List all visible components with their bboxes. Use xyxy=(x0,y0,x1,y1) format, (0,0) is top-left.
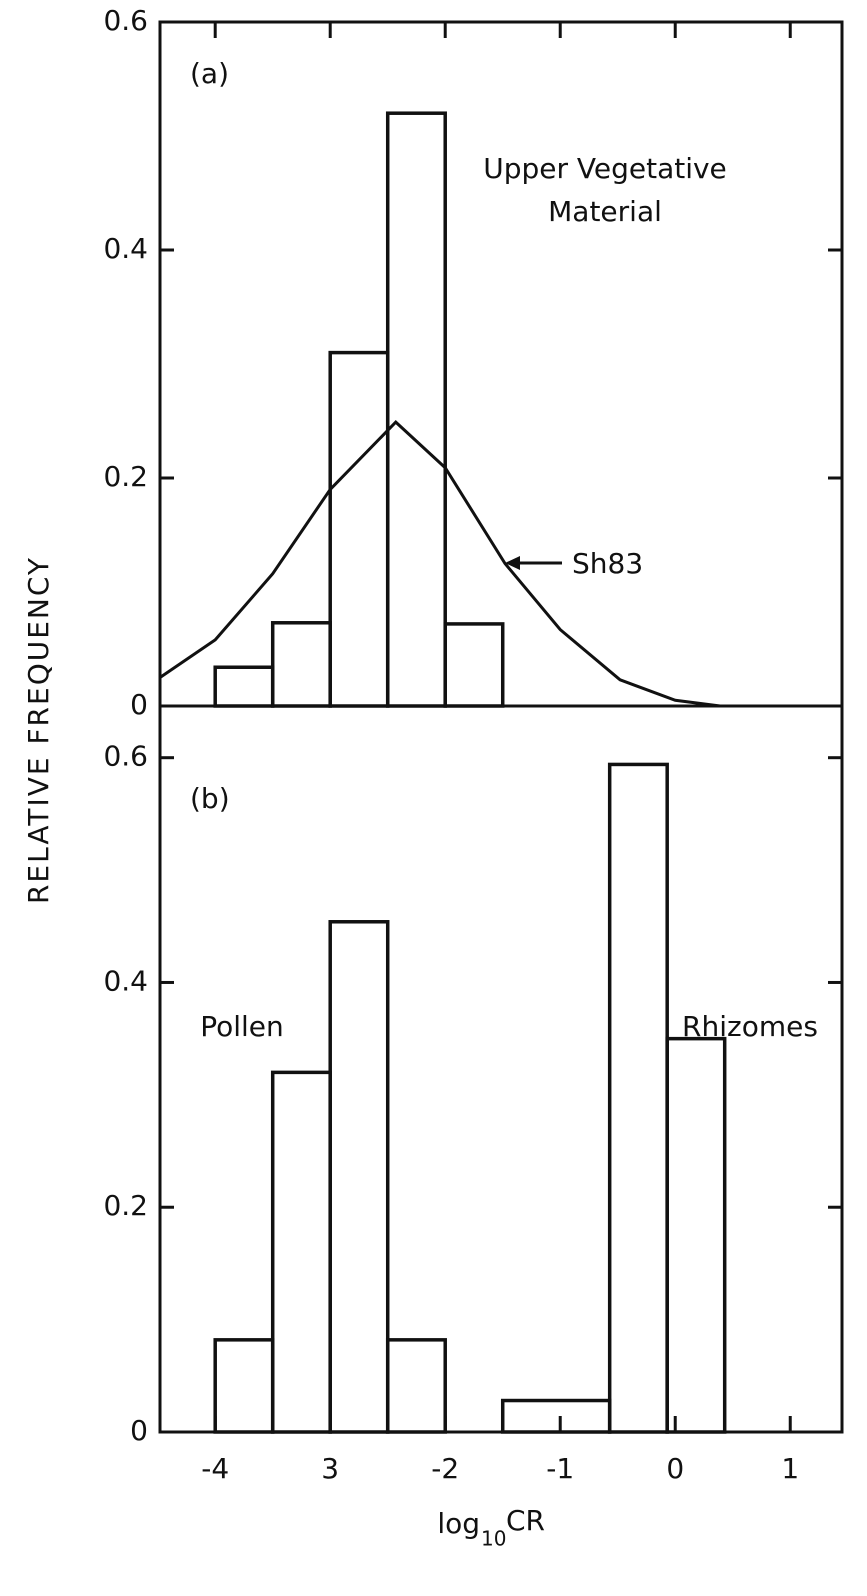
bar xyxy=(665,1036,727,1434)
x-tick-label: -1 xyxy=(546,1452,574,1485)
x-tick-label: 1 xyxy=(781,1452,799,1485)
bar xyxy=(213,665,275,708)
x-axis-label-sub: 10 xyxy=(481,1527,506,1551)
bar xyxy=(385,111,447,708)
y-tick-label: 0.4 xyxy=(103,964,148,997)
x-axis-label: CR xyxy=(506,1504,545,1537)
y-tick-label: 0.2 xyxy=(103,1189,148,1222)
x-tick-label: -2 xyxy=(431,1452,459,1485)
panel-label: (a) xyxy=(190,57,229,90)
bar xyxy=(328,920,390,1434)
bar xyxy=(607,762,669,1434)
x-axis-label: log xyxy=(437,1507,480,1540)
bar xyxy=(213,1338,275,1434)
bar xyxy=(500,1398,612,1434)
x-tick-label: 0 xyxy=(666,1452,684,1485)
arrow-head xyxy=(505,556,520,570)
bar xyxy=(328,350,390,708)
bar xyxy=(270,621,332,708)
x-tick-label: 3 xyxy=(321,1452,339,1485)
bar xyxy=(385,1338,447,1434)
frame xyxy=(158,20,844,708)
x-tick-label: -4 xyxy=(201,1452,229,1485)
bar xyxy=(270,1070,332,1434)
series-label: Pollen xyxy=(200,1010,284,1043)
series-label: Material xyxy=(548,195,662,228)
series-label: Upper Vegetative xyxy=(483,152,727,185)
y-tick-label: 0.6 xyxy=(103,4,148,37)
y-tick-label: 0.6 xyxy=(103,740,148,773)
frame xyxy=(158,704,844,1434)
y-axis-label: RELATIVE FREQUENCY xyxy=(22,556,55,904)
curve-label: Sh83 xyxy=(572,547,643,580)
curve xyxy=(159,420,721,708)
y-tick-label: 0 xyxy=(130,1414,148,1447)
y-tick-label: 0.2 xyxy=(103,460,148,493)
bar xyxy=(443,622,505,708)
panel-label: (b) xyxy=(190,782,230,815)
y-tick-label: 0 xyxy=(130,688,148,721)
y-tick-label: 0.4 xyxy=(103,232,148,265)
